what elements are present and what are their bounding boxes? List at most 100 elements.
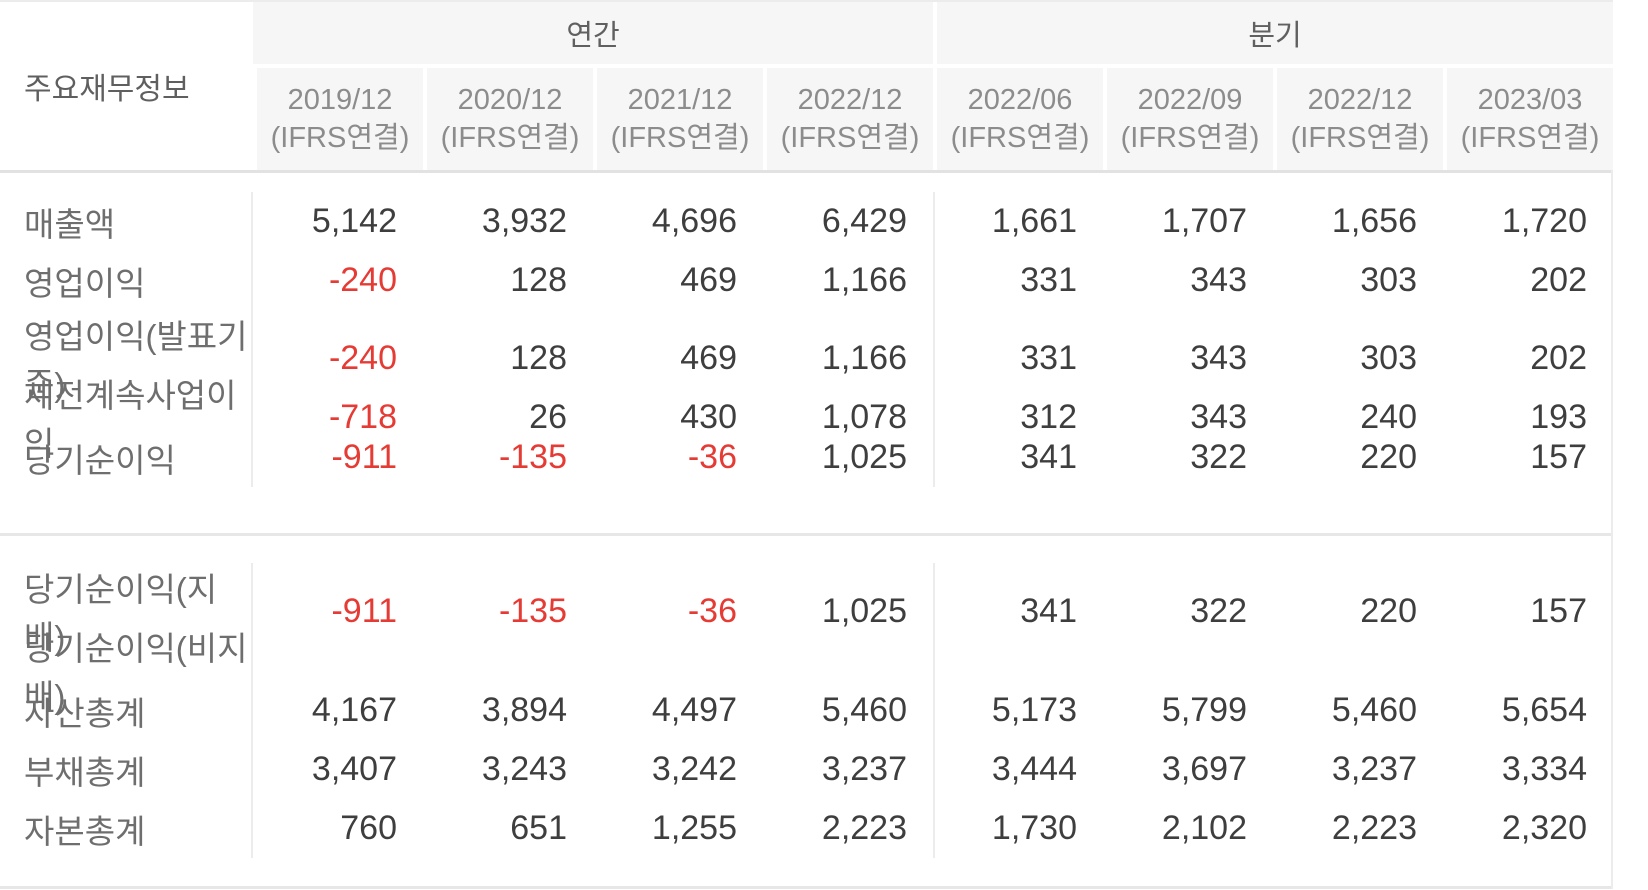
row-label: 당기순이익(비지배) (0, 622, 253, 718)
value-cell: 240 (1360, 397, 1417, 436)
column-basis: (IFRS연결) (610, 121, 750, 154)
column-period: 2022/09 (1137, 83, 1243, 116)
value-cell: 5,460 (821, 691, 907, 729)
row-label: 자산총계 (0, 681, 253, 740)
value-cell: 3,894 (481, 691, 567, 729)
value-cell: -135 (498, 591, 567, 630)
financial-summary-table: 주요재무정보 연간 분기 2019/12 (IFRS연결) 2020/12 (IFRS… (0, 0, 1613, 889)
value-cell: 1,661 (933, 192, 1103, 251)
value-cell: 2,320 (1501, 809, 1587, 847)
value-cell: 343 (1190, 338, 1247, 377)
table-row: 매출액 5,142 3,932 4,696 6,429 1,661 1,707 1,656 1,… (0, 192, 1611, 251)
table-row: 부채총계 3,407 3,243 3,242 3,237 3,444 3,697 3,237 3… (0, 740, 1611, 799)
table-section-income: 매출액 5,142 3,932 4,696 6,429 1,661 1,707 1,656 1,… (0, 173, 1611, 536)
column-period: 2023/03 (1477, 83, 1583, 116)
row-label: 당기순이익 (0, 428, 253, 487)
table-row: 자본총계 760 651 1,255 2,223 1,730 2,102 2,223 2,320 (0, 799, 1611, 858)
value-cell (933, 622, 1103, 718)
value-cell: 1,166 (821, 261, 907, 299)
value-cell: -240 (328, 261, 397, 299)
value-cell: 331 (933, 310, 1103, 406)
row-label: 자본총계 (0, 799, 253, 858)
column-period: 2022/12 (1307, 83, 1413, 116)
value-cell: 1,166 (821, 338, 907, 377)
value-cell: 430 (680, 397, 737, 436)
value-cell: 1,025 (821, 438, 907, 476)
value-cell: 220 (1360, 438, 1417, 476)
row-label: 매출액 (0, 192, 253, 251)
value-cell: 202 (1530, 261, 1587, 299)
value-cell: 2,223 (821, 809, 907, 847)
value-cell: 157 (1530, 438, 1587, 476)
value-cell: 193 (1530, 397, 1587, 436)
table-row: 영업이익 -240 128 469 1,166 331 343 303 202 (0, 251, 1611, 310)
table-row: 당기순이익(비지배) (0, 622, 1611, 718)
column-basis: (IFRS연결) (950, 121, 1090, 154)
value-cell: 322 (1190, 591, 1247, 630)
column-header: 2020/12 (IFRS연결) (423, 68, 593, 170)
value-cell: 341 (933, 563, 1103, 659)
value-cell: 322 (1190, 438, 1247, 476)
table-row: 영업이익(발표기준) -240 128 469 1,166 331 343 303 202 (0, 310, 1611, 406)
column-header: 2022/12 (IFRS연결) (1273, 68, 1443, 170)
column-header: 2022/06 (IFRS연결) (933, 68, 1103, 170)
value-cell: 303 (1360, 261, 1417, 299)
value-cell: 3,334 (1501, 750, 1587, 788)
column-group-quarterly: 분기 (933, 2, 1613, 68)
value-cell: 3,237 (1331, 750, 1417, 788)
value-cell: 2,102 (1161, 809, 1247, 847)
value-cell: 312 (933, 369, 1103, 465)
value-cell: 1,255 (651, 809, 737, 847)
column-header: 2022/09 (IFRS연결) (1103, 68, 1273, 170)
value-cell: 5,142 (311, 202, 397, 240)
value-cell: 5,173 (933, 681, 1103, 740)
value-cell: 5,654 (1501, 691, 1587, 729)
row-label: 영업이익 (0, 251, 253, 310)
value-cell: 341 (933, 428, 1103, 487)
column-basis: (IFRS연결) (440, 121, 580, 154)
value-cell: 3,932 (481, 202, 567, 240)
column-period: 2019/12 (287, 83, 393, 116)
value-cell: 5,799 (1161, 691, 1247, 729)
value-cell: 331 (933, 251, 1103, 310)
value-cell: 651 (510, 809, 567, 847)
value-cell: 128 (510, 338, 567, 377)
value-cell: 2,223 (1331, 809, 1417, 847)
value-cell: 1,078 (821, 397, 907, 436)
value-cell: -240 (328, 338, 397, 377)
value-cell: -36 (687, 438, 737, 476)
column-period: 2022/12 (797, 83, 903, 116)
column-group-annual: 연간 (253, 2, 933, 68)
column-header: 2019/12 (IFRS연결) (253, 68, 423, 170)
value-cell: 343 (1190, 397, 1247, 436)
value-cell: 3,407 (311, 750, 397, 788)
column-header: 2021/12 (IFRS연결) (593, 68, 763, 170)
value-cell: 4,497 (651, 691, 737, 729)
value-cell: 157 (1530, 591, 1587, 630)
value-cell: 220 (1360, 591, 1417, 630)
column-basis: (IFRS연결) (270, 121, 410, 154)
table-section-balance: 당기순이익(지배) -911 -135 -36 1,025 341 322 220 157 당기순… (0, 536, 1611, 889)
row-label: 세전계속사업이익 (0, 369, 253, 465)
value-cell: 1,025 (821, 591, 907, 630)
column-basis: (IFRS연결) (1290, 121, 1430, 154)
column-period: 2021/12 (627, 83, 733, 116)
value-cell: -135 (498, 438, 567, 476)
column-basis: (IFRS연결) (1120, 121, 1260, 154)
row-label: 부채총계 (0, 740, 253, 799)
value-cell: 469 (680, 338, 737, 377)
column-header: 2023/03 (IFRS연결) (1443, 68, 1613, 170)
column-period: 2022/06 (967, 83, 1073, 116)
value-cell: 1,707 (1161, 202, 1247, 240)
column-basis: (IFRS연결) (1460, 121, 1600, 154)
value-cell: 202 (1530, 338, 1587, 377)
column-header: 2022/12 (IFRS연결) (763, 68, 933, 170)
table-row: 자산총계 4,167 3,894 4,497 5,460 5,173 5,799 5,460 5… (0, 681, 1611, 740)
value-cell: 343 (1190, 261, 1247, 299)
value-cell: -718 (328, 397, 397, 436)
table-row: 당기순이익(지배) -911 -135 -36 1,025 341 322 220 157 (0, 563, 1611, 659)
corner-header-label: 주요재무정보 (0, 2, 253, 170)
value-cell: 1,730 (933, 799, 1103, 858)
value-cell: 1,720 (1501, 202, 1587, 240)
value-cell: 26 (529, 397, 567, 436)
